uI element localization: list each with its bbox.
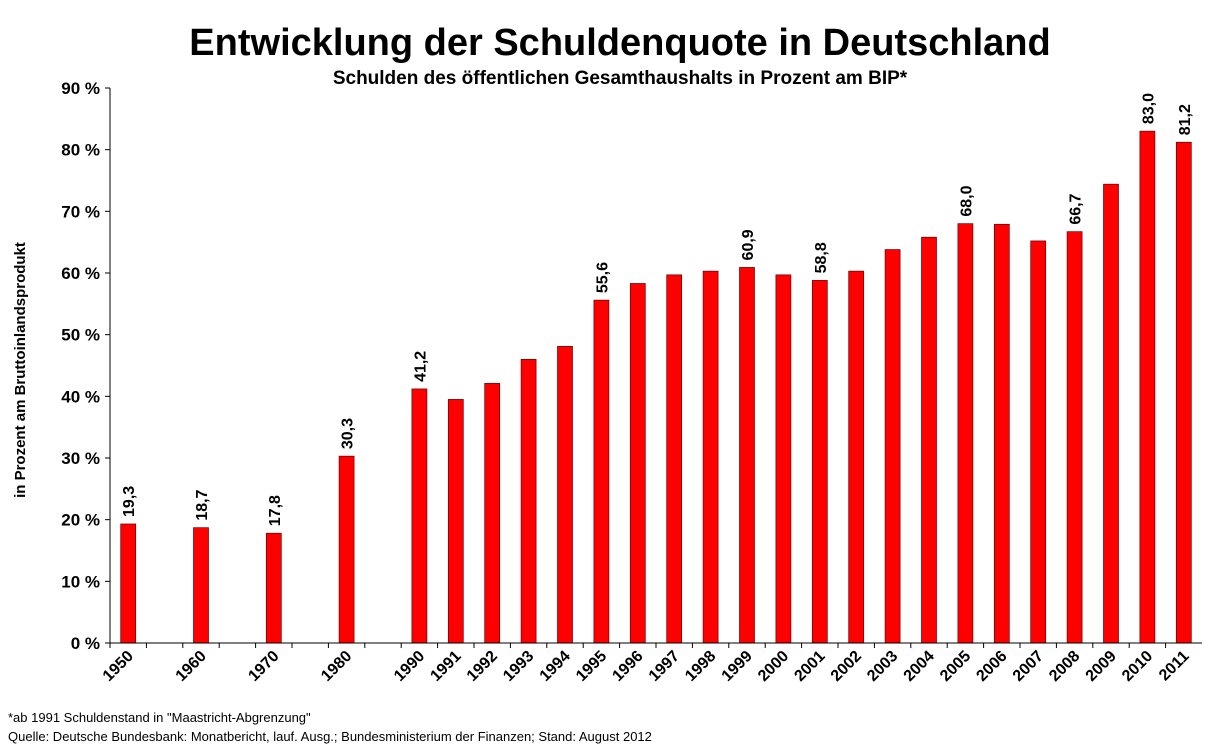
bar bbox=[1139, 130, 1156, 644]
y-tick-label: 80 % bbox=[61, 141, 100, 160]
data-label: 18,7 bbox=[194, 489, 211, 520]
bar bbox=[739, 267, 755, 644]
x-tick-label: 1998 bbox=[682, 648, 719, 685]
bar bbox=[666, 274, 683, 644]
bar bbox=[629, 283, 646, 644]
bar bbox=[520, 358, 537, 644]
y-tick-label: 40 % bbox=[61, 387, 100, 406]
y-tick-label: 10 % bbox=[61, 572, 100, 591]
x-tick-label: 1991 bbox=[427, 648, 464, 685]
x-tick-label: 2000 bbox=[755, 648, 792, 685]
data-label: 83,0 bbox=[1140, 93, 1157, 124]
x-tick-label: 2002 bbox=[828, 648, 865, 685]
bar bbox=[265, 532, 282, 644]
data-label: 68,0 bbox=[958, 185, 975, 216]
x-tick-label: 2010 bbox=[1119, 648, 1156, 685]
y-tick-label: 50 % bbox=[61, 326, 100, 345]
data-label: 58,8 bbox=[813, 242, 830, 273]
x-tick-label: 2005 bbox=[937, 648, 974, 685]
bar bbox=[338, 455, 355, 644]
bar bbox=[1030, 240, 1047, 644]
y-tick-label: 30 % bbox=[61, 449, 100, 468]
bar bbox=[848, 270, 865, 644]
bar bbox=[993, 223, 1010, 644]
x-tick-label: 2009 bbox=[1083, 648, 1120, 685]
footnote: *ab 1991 Schuldenstand in "Maastricht-Ab… bbox=[8, 710, 311, 725]
bar bbox=[1066, 231, 1083, 644]
x-tick-label: 1997 bbox=[646, 648, 683, 685]
x-tick-label: 1995 bbox=[573, 648, 610, 685]
x-tick-label: 2003 bbox=[864, 648, 901, 685]
x-tick-label: 1990 bbox=[391, 648, 428, 685]
x-tick-label: 2004 bbox=[901, 648, 938, 685]
y-tick-label: 20 % bbox=[61, 511, 100, 530]
bar bbox=[775, 274, 792, 644]
y-tick-label: 60 % bbox=[61, 264, 100, 283]
x-tick-label: 1999 bbox=[719, 648, 756, 685]
y-tick-label: 70 % bbox=[61, 202, 100, 221]
y-axis-label: in Prozent am Bruttoinlandsprodukt bbox=[12, 242, 29, 498]
x-tick-label: 1950 bbox=[100, 648, 137, 685]
footnote: Quelle: Deutsche Bundesbank: Monatberich… bbox=[8, 729, 652, 744]
bar bbox=[702, 270, 719, 644]
chart-title: Entwicklung der Schuldenquote in Deutsch… bbox=[189, 22, 1050, 64]
bar bbox=[193, 527, 209, 644]
data-label: 30,3 bbox=[340, 418, 357, 449]
bar bbox=[411, 388, 428, 644]
x-tick-label: 2007 bbox=[1010, 648, 1047, 685]
data-label: 17,8 bbox=[267, 495, 284, 526]
bar bbox=[593, 299, 610, 644]
chart-subtitle: Schulden des öffentlichen Gesamthaushalt… bbox=[333, 68, 908, 89]
y-tick-label: 0 % bbox=[71, 634, 100, 653]
data-label: 66,7 bbox=[1068, 193, 1085, 224]
bar bbox=[884, 249, 901, 644]
bar bbox=[811, 280, 828, 644]
x-tick-label: 1996 bbox=[609, 648, 646, 685]
x-tick-label: 1994 bbox=[537, 648, 574, 685]
data-label: 55,6 bbox=[594, 262, 611, 293]
data-label: 41,2 bbox=[412, 351, 429, 382]
x-tick-label: 1992 bbox=[464, 648, 501, 685]
x-tick-label: 2011 bbox=[1156, 648, 1193, 685]
x-tick-label: 2001 bbox=[791, 648, 828, 685]
bar bbox=[1103, 183, 1119, 644]
x-tick-label: 1960 bbox=[173, 648, 210, 685]
bar bbox=[1175, 141, 1192, 644]
data-label: 60,9 bbox=[740, 229, 757, 260]
x-tick-label: 2008 bbox=[1046, 648, 1083, 685]
x-tick-label: 2006 bbox=[973, 648, 1010, 685]
bar bbox=[921, 236, 937, 644]
data-label: 19,3 bbox=[121, 486, 138, 517]
bar bbox=[484, 383, 501, 644]
bar bbox=[557, 346, 573, 644]
bar bbox=[120, 523, 137, 644]
bar bbox=[957, 223, 974, 644]
x-tick-label: 1980 bbox=[318, 648, 355, 685]
data-label: 81,2 bbox=[1177, 104, 1194, 135]
x-tick-label: 1993 bbox=[500, 648, 537, 685]
y-tick-label: 90 % bbox=[61, 79, 100, 98]
bar bbox=[447, 399, 464, 644]
x-tick-label: 1970 bbox=[245, 648, 282, 685]
